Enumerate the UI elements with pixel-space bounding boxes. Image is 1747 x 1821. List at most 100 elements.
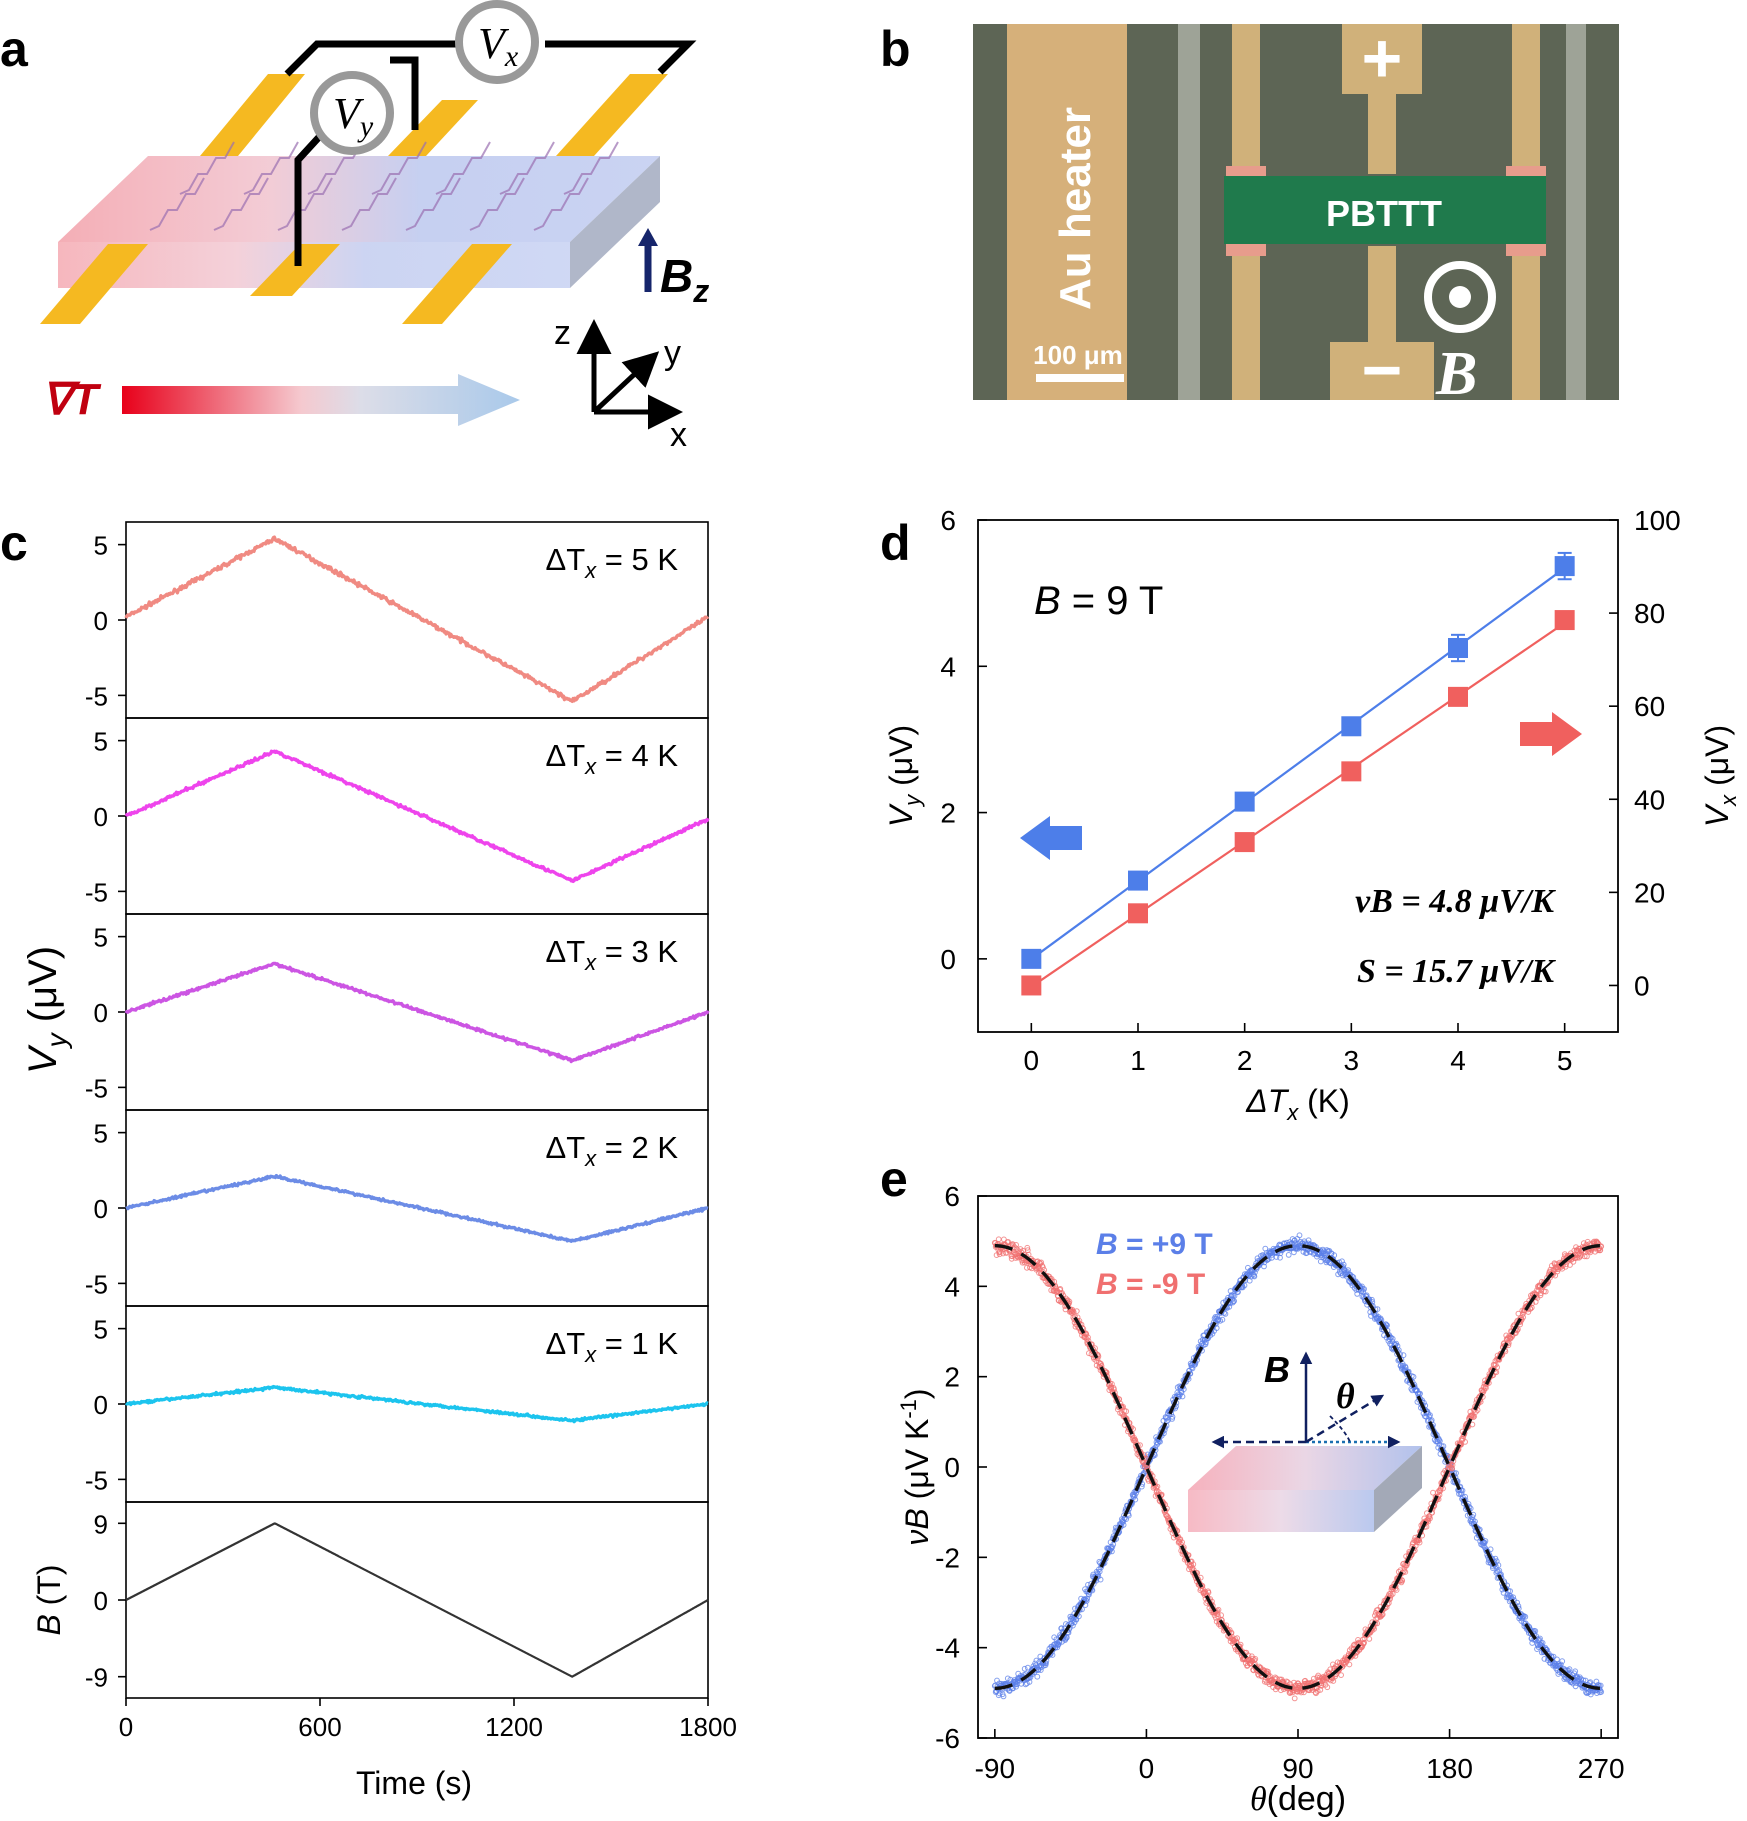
inset-angle-label: θ <box>1336 1376 1355 1416</box>
data-point <box>1427 1515 1433 1522</box>
x-tick-label: 5 <box>1557 1045 1573 1076</box>
y-tick-label: 0 <box>94 1194 108 1224</box>
wire-vy-down <box>294 133 323 266</box>
legend-entry: B = +9 T <box>1096 1228 1213 1261</box>
data-point <box>1539 1640 1546 1646</box>
data-point <box>1331 1252 1338 1259</box>
data-point <box>1179 1393 1186 1400</box>
y-tick-label-right: 40 <box>1634 784 1665 815</box>
inset-angle-arc <box>1329 1415 1351 1443</box>
x-tick-label: 1200 <box>485 1712 543 1742</box>
molecule-chain <box>213 177 269 231</box>
y-tick-label: 0 <box>94 1586 108 1616</box>
nernst-equation: νB = 4.8 μV/K <box>1355 883 1556 920</box>
data-point <box>1252 1656 1259 1662</box>
axis-y-label: y <box>664 334 681 372</box>
fit-curve <box>994 1244 1602 1690</box>
data-point <box>1338 1672 1344 1678</box>
data-point <box>1449 1465 1455 1472</box>
data-point <box>1123 1408 1130 1415</box>
data-point <box>1448 686 1468 707</box>
inset-field-label: B <box>1264 1349 1290 1390</box>
y-axis-label-left-rest: (μV) <box>883 725 919 795</box>
molecule-chain <box>533 177 589 231</box>
data-point <box>1013 1242 1019 1248</box>
y-axis-label-main: νB <box>899 1508 935 1545</box>
series-line <box>124 961 710 1064</box>
y-tick-label-right: 0 <box>1634 970 1650 1001</box>
panel-label-b: b <box>880 21 911 77</box>
contact-back-left <box>200 74 305 156</box>
y-axis-label-right-main: V <box>1699 803 1735 827</box>
wire-vx-right <box>545 40 697 75</box>
series-label-main: ΔT <box>545 1130 585 1165</box>
data-point <box>1410 1373 1417 1380</box>
contact-front-right <box>402 244 512 324</box>
wire-vx <box>284 40 485 77</box>
legend-entry-main: B <box>1096 1228 1118 1261</box>
panel-b: b Au heater PBTTT + − B 100 μm <box>880 19 1619 409</box>
data-point <box>1097 1576 1104 1583</box>
data-point <box>1593 1678 1600 1685</box>
y-tick-label: 5 <box>94 1119 108 1149</box>
x-axis-label: θ(deg) <box>1250 1780 1346 1818</box>
series-label-rest: = 5 K <box>596 542 678 577</box>
y-tick-label-right: 100 <box>1634 505 1681 536</box>
data-point <box>1086 1591 1092 1598</box>
fit-line <box>1030 622 1566 988</box>
data-point <box>1554 556 1575 577</box>
data-point <box>1265 1668 1271 1675</box>
data-point <box>1190 1561 1197 1568</box>
data-point <box>1537 1292 1544 1299</box>
series-label-sub: x <box>584 1342 597 1367</box>
data-point <box>1554 1656 1560 1663</box>
legend-entry-main: B <box>1096 1268 1118 1301</box>
y-tick-label: -6 <box>935 1723 960 1754</box>
data-point <box>1120 1522 1127 1528</box>
data-point <box>1366 1636 1373 1642</box>
data-point <box>1132 1496 1139 1503</box>
data-point <box>1038 1259 1045 1266</box>
x-tick-label: 4 <box>1450 1045 1466 1076</box>
data-point <box>1402 1569 1409 1575</box>
data-point <box>1111 1386 1117 1393</box>
data-point <box>1541 1656 1548 1662</box>
data-point <box>1427 1412 1433 1418</box>
y-tick-label: 5 <box>94 1315 108 1345</box>
data-point <box>1219 1316 1226 1323</box>
data-point <box>1393 1587 1400 1593</box>
vx-label: V <box>478 19 510 68</box>
series-label-sub: x <box>584 754 597 779</box>
data-point <box>1215 1606 1222 1613</box>
data-point <box>1205 1589 1212 1596</box>
molecule-chain <box>341 177 397 231</box>
data-point <box>1449 1462 1456 1468</box>
svg-text:Vx: Vx <box>478 19 519 73</box>
data-point <box>1272 1674 1279 1681</box>
series-line <box>124 1384 709 1424</box>
minus-label: − <box>1362 331 1403 409</box>
data-point <box>1346 1661 1353 1668</box>
data-point <box>1058 1625 1065 1631</box>
y-tick-label-left: 6 <box>940 505 956 536</box>
y-tick-label: 4 <box>944 1271 960 1302</box>
contact-back-mid <box>388 100 478 156</box>
data-point <box>1567 1262 1573 1268</box>
y-tick-label: 0 <box>94 802 108 832</box>
x-tick-label: 0 <box>119 1712 133 1742</box>
x-axis-label-sub: x <box>1286 1100 1299 1125</box>
x-tick-label: 0 <box>1139 1753 1155 1784</box>
data-point <box>1529 1640 1536 1646</box>
y-tick-label: -4 <box>935 1633 960 1664</box>
field-annotation-rest: = 9 T <box>1061 579 1164 623</box>
data-point <box>996 1690 1003 1697</box>
data-point <box>1070 1308 1076 1314</box>
field-annotation: B = 9 T <box>1034 579 1163 623</box>
y-tick-label: -9 <box>85 1663 108 1693</box>
series-label-main: ΔT <box>545 738 585 773</box>
data-point <box>1073 1308 1080 1314</box>
data-point <box>1169 1413 1176 1420</box>
series-label-sub: x <box>584 950 597 975</box>
